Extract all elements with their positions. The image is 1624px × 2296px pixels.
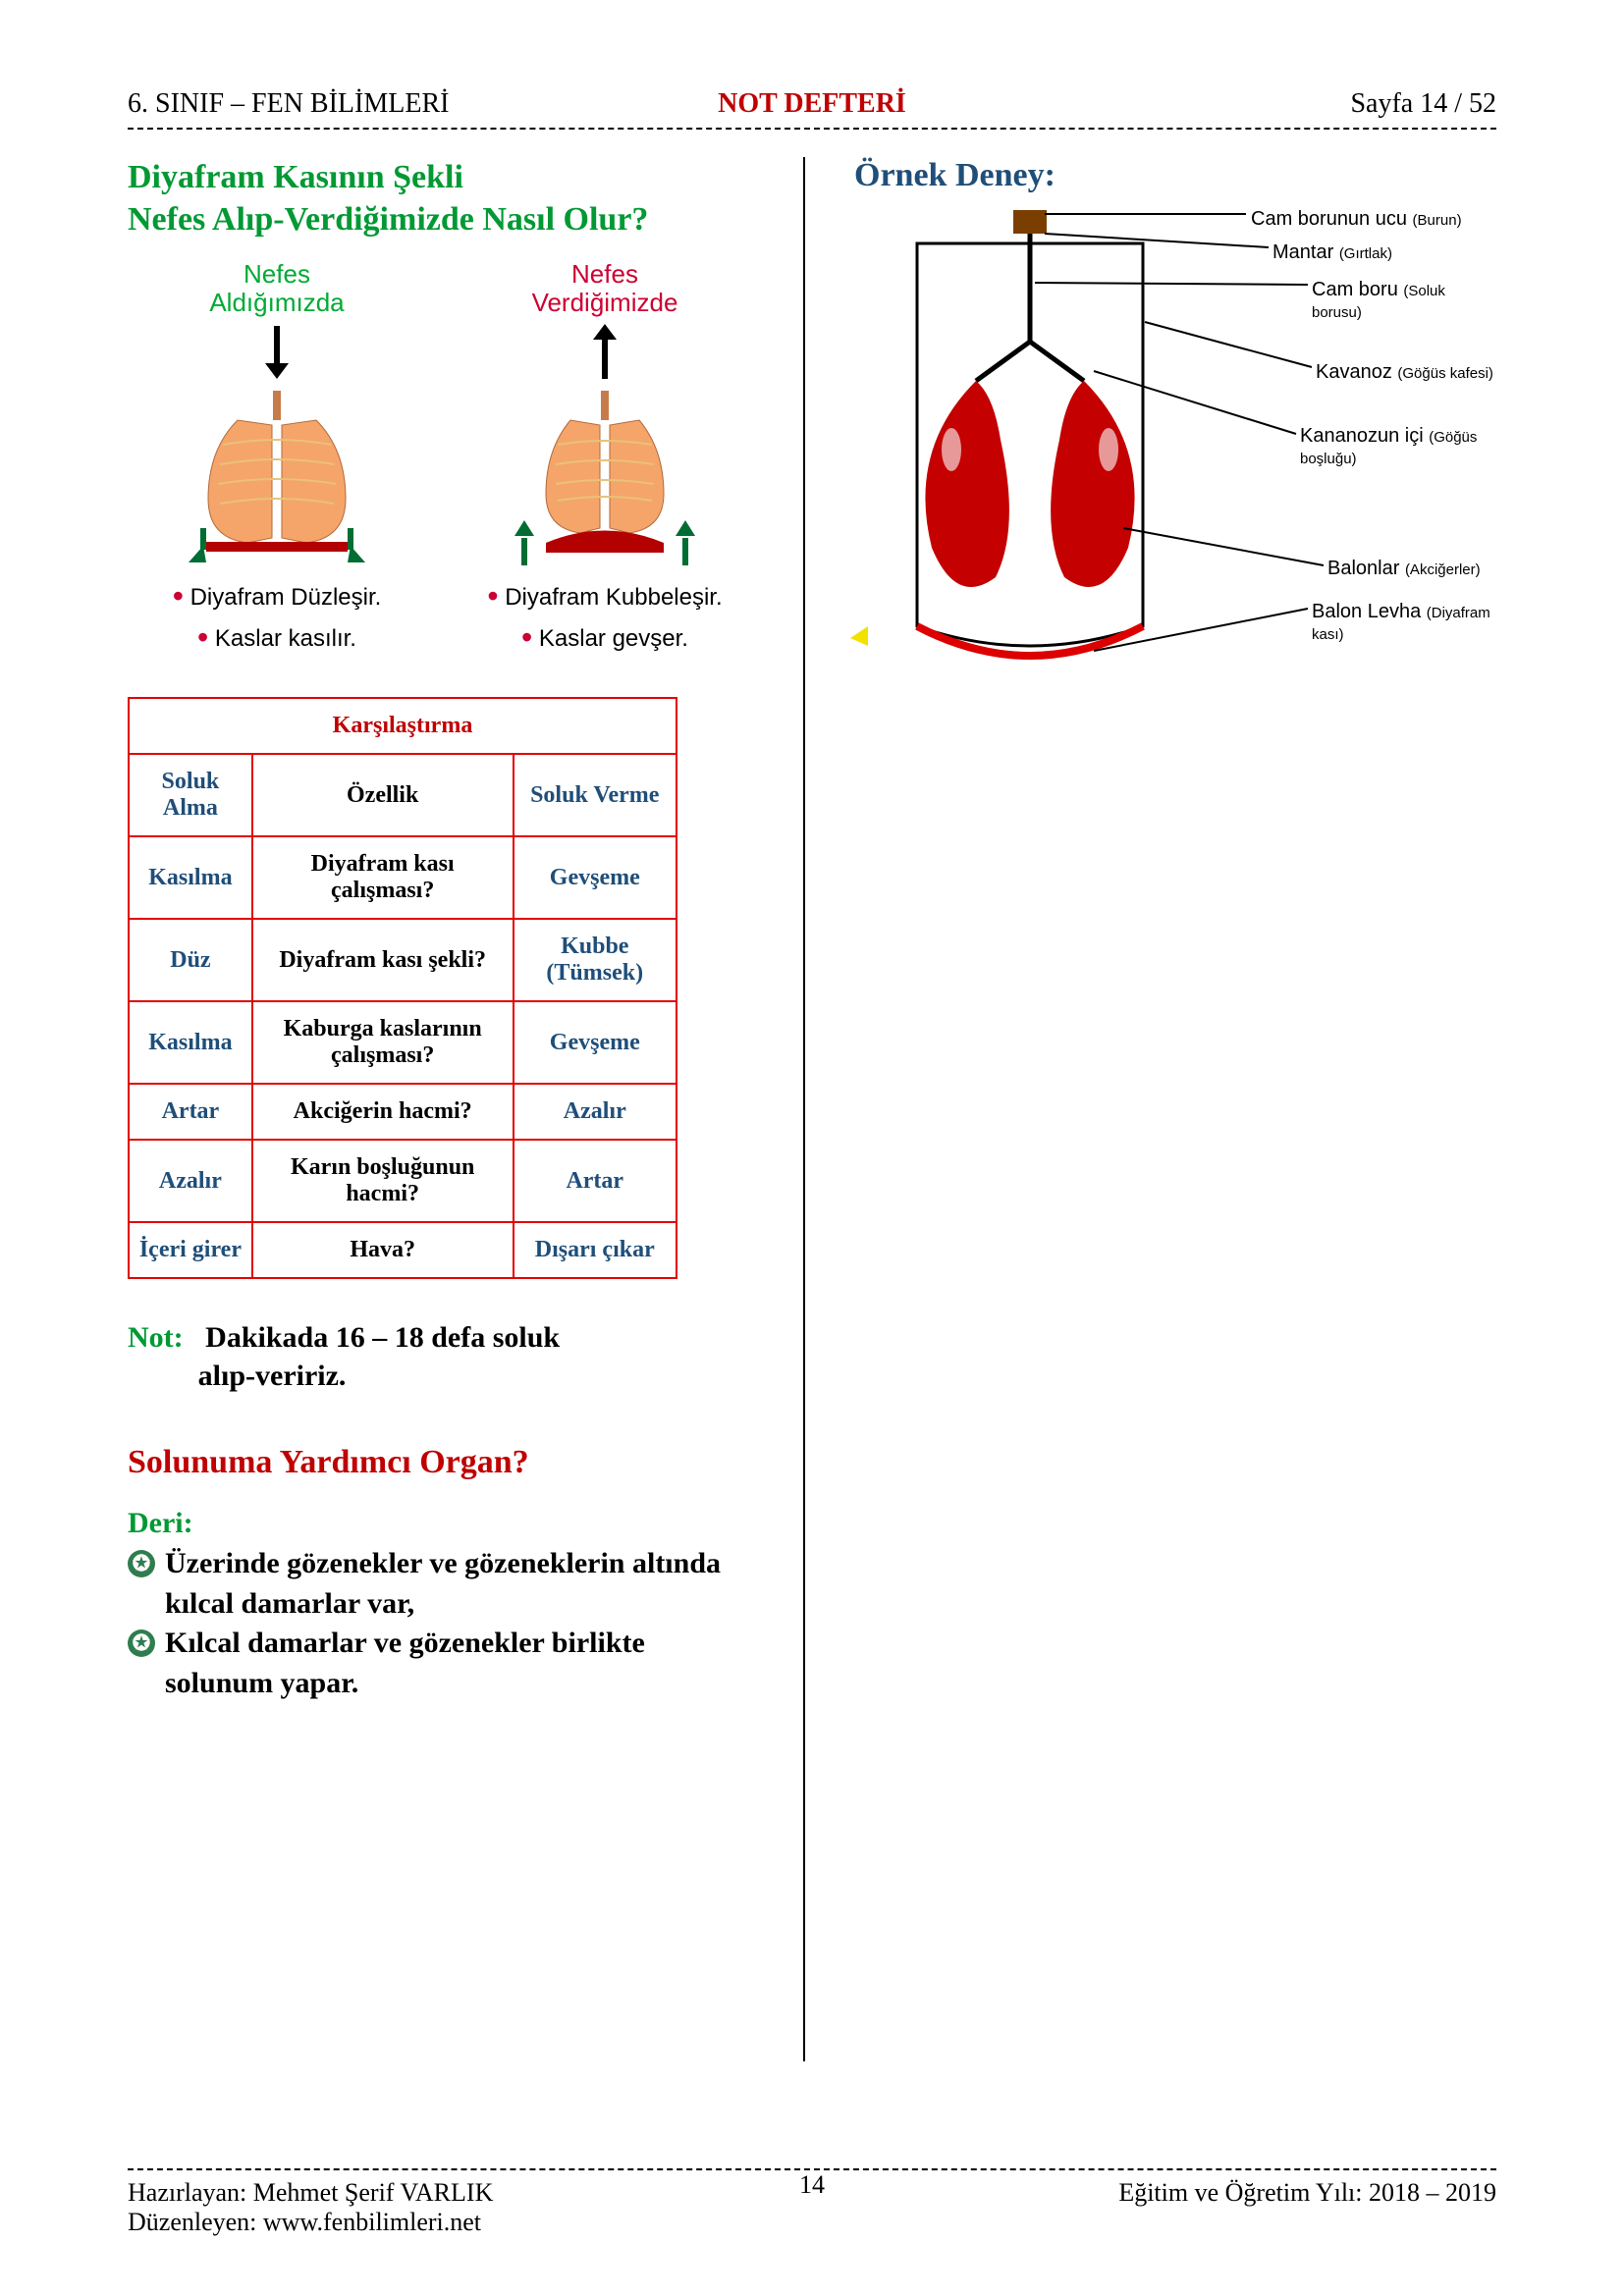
- table-col-1: Özellik: [252, 754, 514, 836]
- right-column: Örnek Deney:: [854, 157, 1496, 2061]
- diagram-label-balonlar: Balonlar (Akciğerler): [1327, 558, 1481, 579]
- inhale-block: Nefes Aldığımızda: [128, 260, 426, 658]
- table-col-0: Soluk Alma: [129, 754, 252, 836]
- table-cell: Karın boşluğunun hacmi?: [252, 1140, 514, 1222]
- list-item: ✪Kılcal damarlar ve gözenekler birlikte …: [128, 1624, 754, 1703]
- left-column: Diyafram Kasının Şekli Nefes Alıp-Verdiğ…: [128, 157, 754, 2061]
- exhale-bullets: • Diyafram Kubbeleşir. • Kaslar gevşer.: [456, 576, 754, 658]
- header-center: NOT DEFTERİ: [718, 88, 906, 120]
- table-cell: Diyafram kası çalışması?: [252, 836, 514, 919]
- star-icon: ✪: [128, 1629, 155, 1657]
- experiment-title: Örnek Deney:: [854, 157, 1496, 194]
- breathing-diagram: Nefes Aldığımızda: [128, 260, 754, 658]
- table-row: DüzDiyafram kası şekli?Kubbe (Tümsek): [129, 919, 677, 1001]
- inhale-bullets: • Diyafram Düzleşir. • Kaslar kasılır.: [128, 576, 426, 658]
- table-cell: Artar: [129, 1084, 252, 1140]
- table-cell: Dışarı çıkar: [514, 1222, 677, 1278]
- diagram-label-kavanoz: Kavanoz (Göğüs kafesi): [1316, 361, 1493, 383]
- table-cell: İçeri girer: [129, 1222, 252, 1278]
- experiment-diagram: Cam borunun ucu (Burun) Mantar (Gırtlak) C…: [848, 194, 1496, 705]
- footer-right: Eğitim ve Öğretim Yılı: 2018 – 2019: [1118, 2178, 1496, 2237]
- footer-page-number: 14: [799, 2170, 825, 2200]
- exhale-lungs-icon: [507, 391, 703, 567]
- exhale-heading: Nefes Verdiğimizde: [456, 260, 754, 316]
- deri-list: ✪Üzerinde gözenekler ve gözeneklerin alt…: [128, 1544, 754, 1703]
- table-cell: Kasılma: [129, 836, 252, 919]
- header-left: 6. SINIF – FEN BİLİMLERİ: [128, 88, 449, 120]
- diagram-label-mantar: Mantar (Gırtlak): [1272, 241, 1392, 263]
- table-cell: Diyafram kası şekli?: [252, 919, 514, 1001]
- table-header-span: Karşılaştırma: [129, 698, 677, 754]
- inhale-arrow-down-icon: [257, 322, 297, 381]
- exhale-arrow-up-icon: [585, 322, 624, 381]
- note-line: Not: Dakikada 16 – 18 defa soluk Not: al…: [128, 1318, 754, 1395]
- table-cell: Kaburga kaslarının çalışması?: [252, 1001, 514, 1084]
- footer-left: Hazırlayan: Mehmet Şerif VARLIK Düzenley…: [128, 2178, 493, 2237]
- diagram-label-cam_borunun_ucu: Cam borunun ucu (Burun): [1251, 208, 1462, 230]
- left-title-2: Nefes Alıp-Verdiğimizde Nasıl Olur?: [128, 199, 754, 241]
- yardimci-title: Solunuma Yardımcı Organ?: [128, 1444, 754, 1481]
- inhale-heading: Nefes Aldığımızda: [128, 260, 426, 316]
- table-row: İçeri girerHava?Dışarı çıkar: [129, 1222, 677, 1278]
- star-icon: ✪: [128, 1550, 155, 1577]
- table-row: ArtarAkciğerin hacmi?Azalır: [129, 1084, 677, 1140]
- deri-title: Deri:: [128, 1507, 754, 1540]
- table-cell: Artar: [514, 1140, 677, 1222]
- diagram-label-kanaozun_ici: Kananozun içi (Göğüs boşluğu): [1300, 425, 1496, 468]
- table-cell: Gevşeme: [514, 1001, 677, 1084]
- table-cell: Azalır: [514, 1084, 677, 1140]
- comparison-table: Karşılaştırma Soluk Alma Özellik Soluk V…: [128, 697, 677, 1279]
- diagram-label-balon_levha: Balon Levha (Diyafram kası): [1312, 601, 1496, 644]
- header-divider: [128, 128, 1496, 130]
- table-cell: Azalır: [129, 1140, 252, 1222]
- inhale-lungs-icon: [179, 391, 375, 567]
- table-row: KasılmaKaburga kaslarının çalışması?Gevş…: [129, 1001, 677, 1084]
- left-title-1: Diyafram Kasının Şekli: [128, 157, 754, 199]
- table-cell: Kasılma: [129, 1001, 252, 1084]
- table-cell: Hava?: [252, 1222, 514, 1278]
- table-row: KasılmaDiyafram kası çalışması?Gevşeme: [129, 836, 677, 919]
- table-cell: Akciğerin hacmi?: [252, 1084, 514, 1140]
- list-item: ✪Üzerinde gözenekler ve gözeneklerin alt…: [128, 1544, 754, 1624]
- column-divider: [803, 157, 805, 2061]
- footer: Hazırlayan: Mehmet Şerif VARLIK Düzenley…: [128, 2168, 1496, 2237]
- table-row: AzalırKarın boşluğunun hacmi?Artar: [129, 1140, 677, 1222]
- exhale-block: Nefes Verdiğimizde: [456, 260, 754, 658]
- table-cell: Gevşeme: [514, 836, 677, 919]
- header-right: Sayfa 14 / 52: [1350, 88, 1496, 120]
- table-cell: Kubbe (Tümsek): [514, 919, 677, 1001]
- table-cell: Düz: [129, 919, 252, 1001]
- table-col-2: Soluk Verme: [514, 754, 677, 836]
- diagram-label-cam_boru: Cam boru (Soluk borusu): [1312, 279, 1496, 322]
